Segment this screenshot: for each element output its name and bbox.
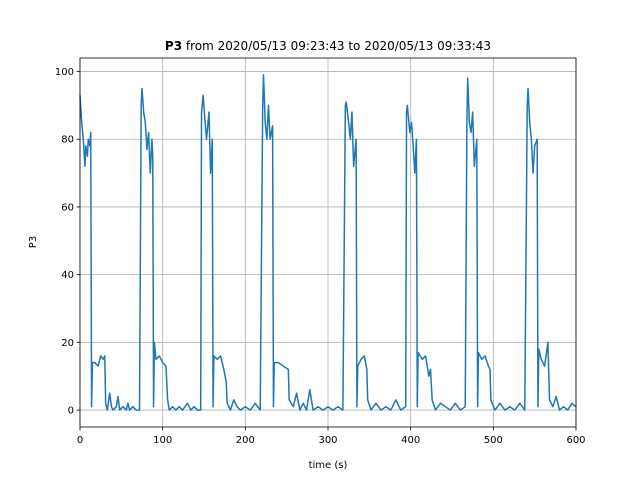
data-line	[79, 74, 577, 411]
y-tick-label: 60	[61, 202, 74, 213]
y-tick-label: 40	[61, 270, 74, 281]
x-tick-label: 100	[153, 435, 172, 446]
x-axis-label: time (s)	[309, 460, 348, 471]
title-rest: from 2020/05/13 09:23:43 to 2020/05/13 0…	[186, 39, 491, 53]
plot-frame	[79, 57, 577, 428]
x-tick-label: 400	[401, 435, 420, 446]
y-tick-label: 100	[55, 67, 74, 78]
x-tick-label: 600	[566, 435, 585, 446]
x-tick-label: 300	[318, 435, 337, 446]
y-tick-label: 20	[61, 338, 74, 349]
x-tick-label: 200	[236, 435, 255, 446]
y-axis-label: P3	[28, 236, 39, 248]
x-tick-label: 0	[77, 435, 83, 446]
chart-title: P3 from 2020/05/13 09:23:43 to 2020/05/1…	[165, 39, 491, 53]
y-tick-label: 0	[68, 406, 74, 417]
title-bold: P3	[165, 39, 182, 53]
y-tick-label: 80	[61, 135, 74, 146]
x-tick-label: 500	[484, 435, 503, 446]
